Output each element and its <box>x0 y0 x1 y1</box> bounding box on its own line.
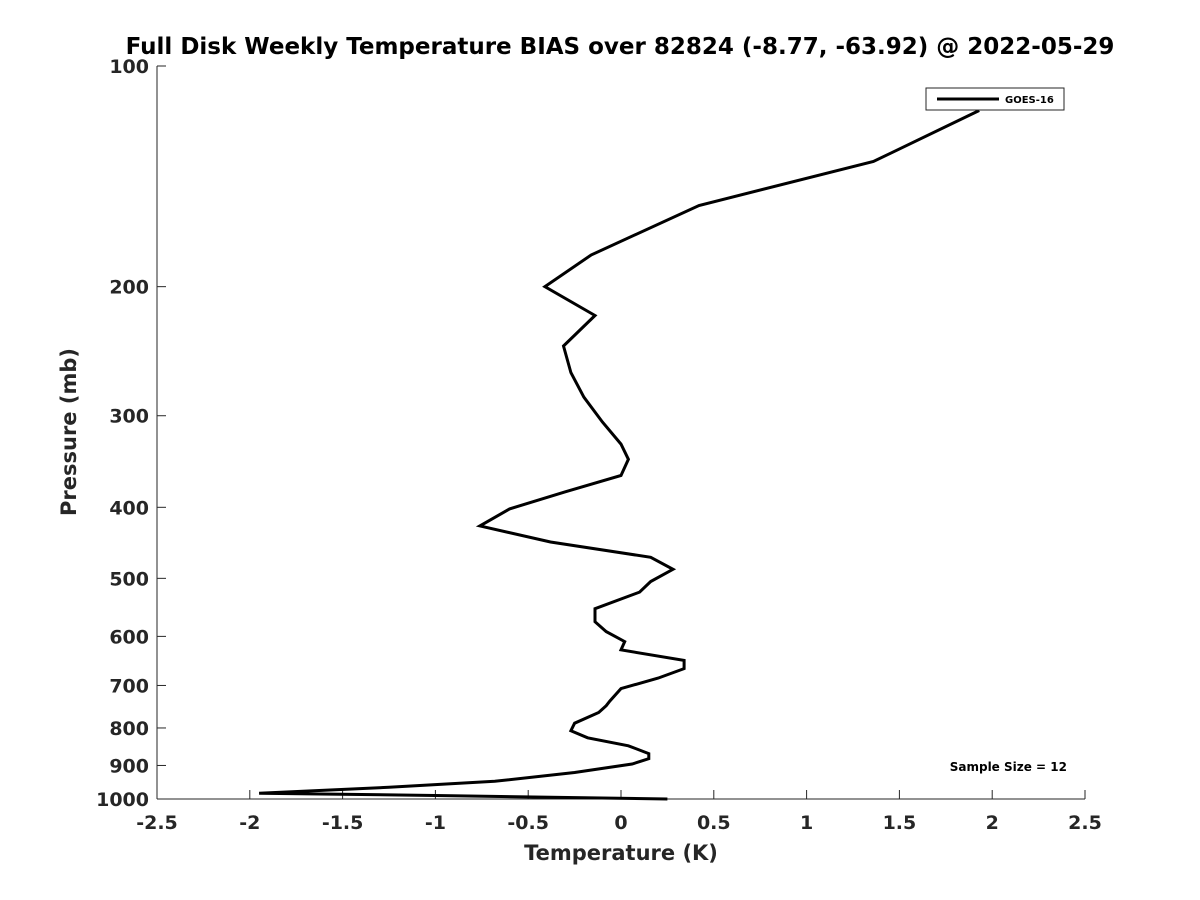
chart-title: Full Disk Weekly Temperature BIAS over 8… <box>126 34 1115 60</box>
x-axis-label: Temperature (K) <box>524 841 718 865</box>
y-tick-label: 800 <box>109 718 149 740</box>
x-tick-label: 0.5 <box>697 812 731 834</box>
y-tick-label: 400 <box>109 497 149 519</box>
series-layer <box>259 109 980 801</box>
x-tick-label: 0 <box>614 812 627 834</box>
x-ticks: -2.5 -2 -1.5 -1 -0.5 0 0.5 1 1.5 2 2.5 <box>136 790 1102 834</box>
y-tick-label: 500 <box>109 568 149 590</box>
y-tick-label: 900 <box>109 755 149 777</box>
x-tick-label: -0.5 <box>507 812 549 834</box>
y-tick-label: 200 <box>109 277 149 299</box>
x-tick-label: 1 <box>800 812 813 834</box>
x-tick-label: -2.5 <box>136 812 178 834</box>
legend-entry-goes-16: GOES-16 <box>1005 95 1054 106</box>
legend: GOES-16 <box>925 87 1065 111</box>
y-tick-label: 600 <box>109 626 149 648</box>
y-ticks: 100 200 300 400 500 600 700 800 900 1000 <box>96 56 166 811</box>
x-tick-label: 1.5 <box>883 812 917 834</box>
sample-size-annotation: Sample Size = 12 <box>950 760 1067 774</box>
y-axis-label: Pressure (mb) <box>57 348 81 516</box>
y-tick-label: 1000 <box>96 789 149 811</box>
y-tick-label: 100 <box>109 56 149 78</box>
series-line-goes-16 <box>259 109 980 801</box>
y-tick-label: 300 <box>109 406 149 428</box>
x-tick-label: -2 <box>239 812 260 834</box>
x-tick-label: -1 <box>425 812 446 834</box>
y-tick-label: 700 <box>109 675 149 697</box>
x-tick-label: -1.5 <box>322 812 364 834</box>
x-tick-label: 2.5 <box>1068 812 1102 834</box>
x-tick-label: 2 <box>986 812 999 834</box>
